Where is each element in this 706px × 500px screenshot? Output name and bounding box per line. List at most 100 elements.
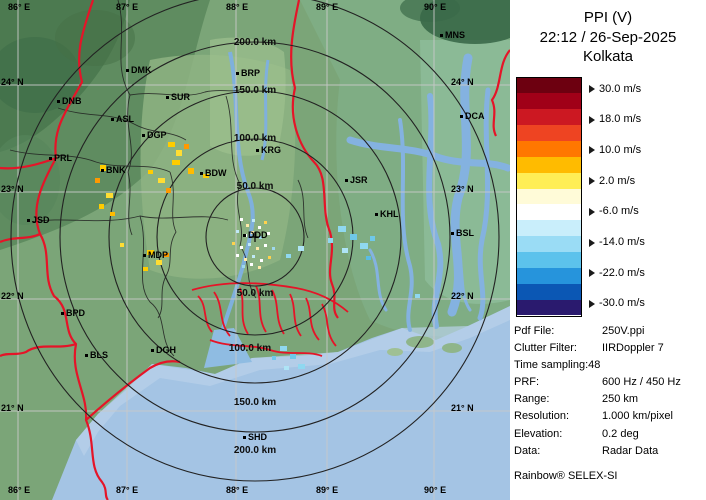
station-marker: BSL — [451, 229, 474, 238]
station-label: BRP — [241, 68, 261, 78]
info-value: 600 Hz / 450 Hz — [602, 376, 681, 389]
station-marker: BPD — [61, 309, 85, 318]
station-label: BNK — [106, 165, 126, 175]
echo-center-speckle — [232, 218, 275, 269]
echo-positive — [95, 142, 209, 271]
lon-label-top: 88° E — [226, 2, 249, 12]
station-marker: DGP — [142, 131, 167, 140]
colorbar-label: 18.0 m/s — [599, 113, 642, 126]
info-row: Time sampling:48 — [514, 359, 702, 372]
echo-negative — [272, 226, 420, 370]
colorbar-tick-arrow-icon — [589, 299, 595, 308]
lat-label-left: 22° N — [1, 291, 24, 301]
station-dot-icon — [126, 69, 129, 72]
colorbar-tick: 2.0 m/s — [589, 175, 645, 187]
range-ring-label: 200.0 km — [233, 445, 277, 456]
station-marker: ASL — [111, 115, 134, 124]
info-row: Pdf File: 250V.ppi — [514, 325, 702, 338]
range-ring-label: 100.0 km — [233, 133, 277, 144]
colorbar-tick-arrow-icon — [589, 85, 595, 93]
lon-label-bottom: 90° E — [424, 485, 447, 495]
info-label: Range: — [514, 393, 550, 406]
radar-station-name: Kolkata — [582, 48, 634, 65]
lon-label-top: 89° E — [316, 2, 339, 12]
station-dot-icon — [27, 219, 30, 222]
colorbar-tick: -14.0 m/s — [589, 237, 645, 248]
station-label: JSD — [32, 215, 50, 225]
station-dot-icon — [460, 115, 463, 118]
station-label: BSL — [456, 228, 474, 238]
colorbar-label: 30.0 m/s — [599, 82, 642, 95]
station-label: BPD — [66, 308, 86, 318]
station-marker: BRP — [236, 69, 260, 78]
station-dot-icon — [143, 254, 146, 257]
range-ring-label: 50.0 km — [236, 288, 274, 299]
station-dot-icon — [256, 149, 259, 152]
station-label: DMK — [131, 65, 152, 75]
lon-label-bottom: 87° E — [116, 485, 139, 495]
velocity-colorbar: 30.0 m/s 18.0 m/s 10.0 m/s 2.0 m/s -6.0 … — [516, 76, 702, 317]
station-label: KHL — [380, 209, 399, 219]
lat-label-right: 22° N — [451, 291, 474, 301]
station-dot-icon — [49, 157, 52, 160]
info-row: Range: 250 km — [514, 393, 702, 406]
lat-label-left: 24° N — [1, 77, 24, 87]
station-label: MNS — [445, 30, 465, 40]
colorbar-tick-arrow-icon — [589, 146, 595, 155]
info-label: Pdf File: — [514, 324, 555, 337]
info-value: 250 km — [602, 393, 639, 406]
station-dot-icon — [345, 179, 348, 182]
station-marker: SUR — [166, 93, 190, 102]
lat-label-right: 24° N — [451, 77, 474, 87]
info-value: 250V.ppi — [602, 324, 645, 337]
lon-label-bottom: 88° E — [226, 485, 249, 495]
station-marker: DMK — [126, 66, 152, 75]
colorbar-label: -30.0 m/s — [599, 297, 645, 310]
colorbar-tick: -22.0 m/s — [589, 267, 645, 279]
lat-label-right: 23° N — [451, 184, 474, 194]
station-label: JSR — [350, 175, 368, 185]
radar-map: 86° E 87° E 88° E 89° E 90° E 86° E 87° … — [0, 0, 510, 500]
info-label: Resolution: — [514, 410, 570, 423]
colorbar-tick: 30.0 m/s — [589, 82, 645, 95]
info-value: Radar Data — [602, 444, 659, 457]
station-label: BDW — [205, 168, 227, 178]
colorbar-tick-arrow-icon — [589, 177, 595, 186]
station-dot-icon — [236, 72, 239, 75]
station-marker: JSR — [345, 176, 368, 185]
colorbar-label: -6.0 m/s — [599, 205, 639, 218]
station-marker: MNS — [440, 31, 465, 40]
station-label: MDP — [148, 250, 168, 260]
station-dot-icon — [85, 354, 88, 357]
info-label: Clutter Filter: — [514, 341, 577, 354]
station-label: DGH — [156, 345, 176, 355]
station-dot-icon — [440, 34, 443, 37]
lon-label-top: 86° E — [8, 2, 31, 12]
station-dot-icon — [375, 213, 378, 216]
colorbar-tick: -30.0 m/s — [589, 298, 645, 309]
info-row: Data: Radar Data — [514, 445, 702, 458]
station-marker: KRG — [256, 146, 281, 155]
lon-label-top: 90° E — [424, 2, 447, 12]
station-dot-icon — [101, 169, 104, 172]
station-marker: JSD — [27, 216, 50, 225]
info-value: IIRDoppler 7 — [602, 341, 664, 354]
colorbar-tick-arrow-icon — [589, 207, 595, 216]
lat-label-left: 23° N — [1, 184, 24, 194]
colorbar-label: 10.0 m/s — [599, 143, 642, 156]
lat-label-right: 21° N — [451, 403, 474, 413]
info-row: Elevation: 0.2 deg — [514, 428, 702, 441]
station-dot-icon — [57, 100, 60, 103]
info-value — [602, 359, 702, 372]
software-brand: Rainbow® SELEX-SI — [514, 470, 618, 482]
colorbar-label: -14.0 m/s — [599, 236, 645, 249]
range-ring-label: 100.0 km — [228, 343, 272, 354]
info-row: Clutter Filter: IIRDoppler 7 — [514, 342, 702, 355]
colorbar-tick: 18.0 m/s — [589, 114, 645, 125]
range-ring-label: 200.0 km — [233, 37, 277, 48]
station-label: DNB — [62, 96, 82, 106]
station-marker: DGH — [151, 346, 176, 355]
info-label: PRF: — [514, 376, 540, 389]
colorbar-tick-arrow-icon — [589, 269, 595, 278]
